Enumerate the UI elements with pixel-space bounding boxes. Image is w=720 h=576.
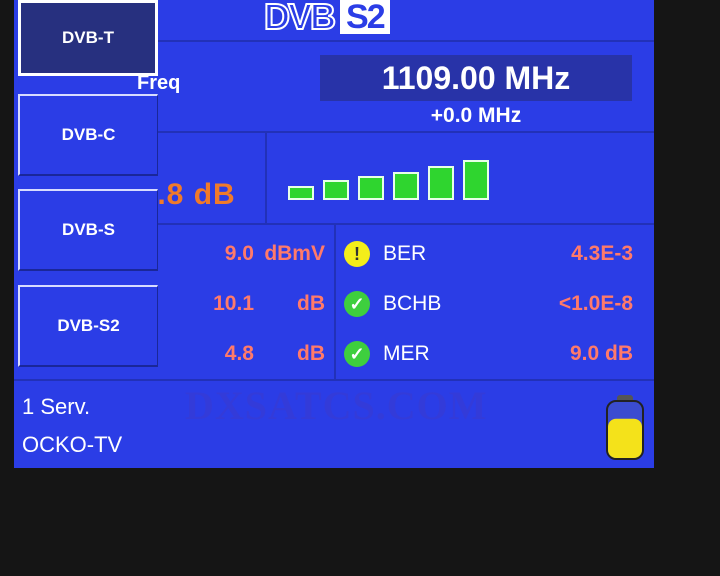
freq-label: Freq — [137, 72, 181, 94]
signal-bar — [428, 166, 454, 200]
measurement-reading: 9.0 dB — [569, 342, 633, 365]
divider — [154, 223, 654, 225]
divider — [154, 40, 654, 42]
measurement-value: 10.1 — [213, 292, 254, 315]
logo-s2: S2 — [340, 0, 390, 34]
measurement-value: 9.0 — [224, 242, 254, 265]
divider — [334, 225, 336, 379]
check-icon: ✓ — [344, 291, 370, 317]
signal-bar — [358, 176, 384, 200]
mode-button-dvb-t[interactable]: DVB-T — [18, 0, 158, 76]
divider — [154, 131, 654, 133]
watermark: DXSATCS.COM — [185, 383, 488, 428]
signal-bar — [288, 186, 314, 200]
measurement-label: BCHB — [383, 292, 442, 315]
channel-name: OCKO-TV — [22, 432, 123, 457]
check-icon: ✓ — [344, 341, 370, 367]
signal-bar — [463, 160, 489, 200]
measurement-unit: dBmV — [264, 242, 325, 265]
measurement-label: BER — [383, 242, 427, 265]
measurement-value: 4.8 — [224, 342, 254, 365]
freq-offset: +0.0 MHz — [430, 104, 522, 127]
logo-dvb: DVB — [263, 0, 337, 37]
divider — [265, 133, 267, 223]
measurement-reading: 4.3E-3 — [571, 242, 633, 265]
frequency-display[interactable]: 1109.00 MHz — [320, 55, 632, 101]
mode-button-dvb-c[interactable]: DVB-C — [18, 94, 158, 176]
dvb-s2-logo: DVB S2 — [263, 0, 390, 37]
battery-icon — [606, 395, 644, 460]
cn-value: ..8 dB — [148, 178, 236, 211]
mode-button-dvb-s[interactable]: DVB-S — [18, 189, 158, 271]
signal-bar — [393, 172, 419, 200]
signal-bar — [323, 180, 349, 200]
warning-icon: ! — [344, 241, 370, 267]
measurement-reading: <1.0E-8 — [558, 292, 633, 315]
service-count: 1 Serv. — [22, 394, 91, 419]
measurement-label: MER — [383, 342, 430, 365]
divider — [14, 379, 654, 381]
measurement-unit: dB — [297, 342, 325, 365]
measurement-unit: dB — [297, 292, 325, 315]
mode-button-dvb-s2[interactable]: DVB-S2 — [18, 285, 158, 367]
